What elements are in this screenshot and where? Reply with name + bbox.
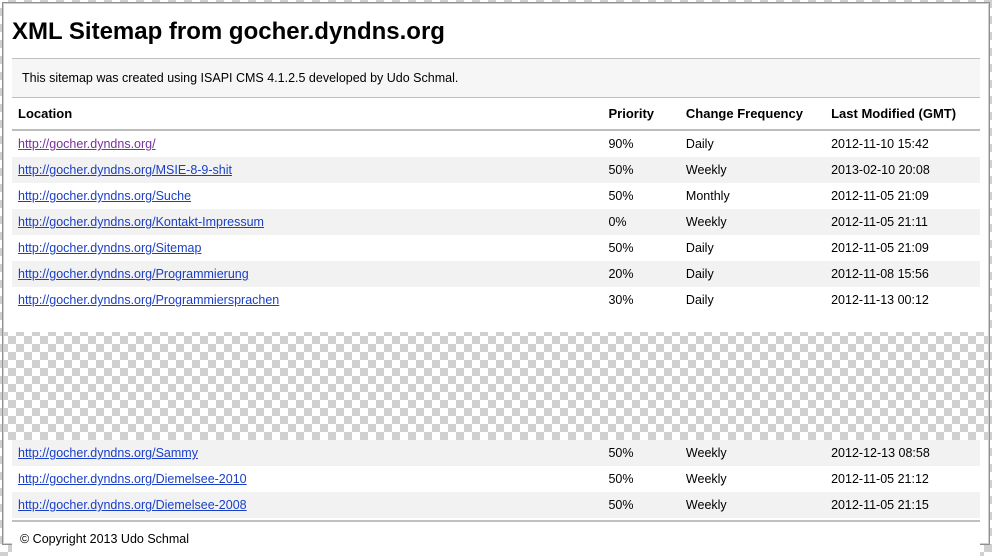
cell-location: http://gocher.dyndns.org/Programmierspra… [12,287,602,313]
table-header-row: Location Priority Change Frequency Last … [12,98,980,130]
location-link[interactable]: http://gocher.dyndns.org/Sitemap [18,241,201,255]
cell-location: http://gocher.dyndns.org/MSIE-8-9-shit [12,157,602,183]
cell-priority: 50% [602,157,679,183]
cell-modified: 2012-11-05 21:09 [825,235,980,261]
location-link[interactable]: http://gocher.dyndns.org/Diemelsee-2008 [18,498,247,512]
cell-changefreq: Weekly [680,466,825,492]
bottom-content-panel: http://gocher.dyndns.org/Sammy 50%Weekly2… [4,440,988,543]
cell-modified: 2012-11-05 21:15 [825,492,980,518]
footer-copyright: © Copyright 2013 Udo Schmal [12,521,980,556]
location-link[interactable]: http://gocher.dyndns.org/Kontakt-Impress… [18,215,264,229]
cell-priority: 50% [602,183,679,209]
table-row: http://gocher.dyndns.org/90%Daily2012-11… [12,130,980,157]
table-row: http://gocher.dyndns.org/MSIE-8-9-shit 50… [12,157,980,183]
cell-modified: 2012-11-05 21:09 [825,183,980,209]
page-title: XML Sitemap from gocher.dyndns.org [12,18,980,46]
cell-modified: 2012-11-10 15:42 [825,130,980,157]
cell-changefreq: Daily [680,130,825,157]
cell-changefreq: Weekly [680,492,825,518]
cell-location: http://gocher.dyndns.org/Sitemap [12,235,602,261]
cell-priority: 50% [602,440,679,466]
location-link[interactable]: http://gocher.dyndns.org/Diemelsee-2010 [18,472,247,486]
cell-location: http://gocher.dyndns.org/Kontakt-Impress… [12,209,602,235]
location-link[interactable]: http://gocher.dyndns.org/ [18,137,156,151]
cell-changefreq: Monthly [680,183,825,209]
table-row: http://gocher.dyndns.org/Programmierung 2… [12,261,980,287]
table-row: http://gocher.dyndns.org/Diemelsee-2008 5… [12,492,980,518]
cell-location: http://gocher.dyndns.org/Programmierung [12,261,602,287]
cell-modified: 2012-12-13 08:58 [825,440,980,466]
cell-priority: 50% [602,466,679,492]
cell-location: http://gocher.dyndns.org/ [12,130,602,157]
col-modified: Last Modified (GMT) [825,98,980,130]
top-content-panel: XML Sitemap from gocher.dyndns.org This … [4,4,988,332]
table-row: http://gocher.dyndns.org/Suche 50%Monthly… [12,183,980,209]
cell-changefreq: Weekly [680,209,825,235]
cell-location: http://gocher.dyndns.org/Diemelsee-2008 [12,492,602,518]
table-row: http://gocher.dyndns.org/Sitemap 50%Daily… [12,235,980,261]
sitemap-table: Location Priority Change Frequency Last … [12,98,980,313]
col-location: Location [12,98,602,130]
cell-priority: 20% [602,261,679,287]
cell-modified: 2013-02-10 20:08 [825,157,980,183]
col-changefreq: Change Frequency [680,98,825,130]
cell-priority: 90% [602,130,679,157]
cell-modified: 2012-11-05 21:11 [825,209,980,235]
location-link[interactable]: http://gocher.dyndns.org/Programmierspra… [18,293,279,307]
cell-changefreq: Weekly [680,157,825,183]
cell-changefreq: Daily [680,261,825,287]
cell-priority: 0% [602,209,679,235]
cell-changefreq: Daily [680,287,825,313]
cell-modified: 2012-11-05 21:12 [825,466,980,492]
sitemap-table-continued: http://gocher.dyndns.org/Sammy 50%Weekly2… [12,440,980,518]
location-link[interactable]: http://gocher.dyndns.org/Programmierung [18,267,249,281]
cell-changefreq: Weekly [680,440,825,466]
col-priority: Priority [602,98,679,130]
table-row: http://gocher.dyndns.org/Sammy 50%Weekly2… [12,440,980,466]
cell-priority: 30% [602,287,679,313]
cell-changefreq: Daily [680,235,825,261]
cell-location: http://gocher.dyndns.org/Suche [12,183,602,209]
location-link[interactable]: http://gocher.dyndns.org/MSIE-8-9-shit [18,163,232,177]
location-link[interactable]: http://gocher.dyndns.org/Suche [18,189,191,203]
table-row: http://gocher.dyndns.org/Diemelsee-2010 5… [12,466,980,492]
cell-priority: 50% [602,492,679,518]
table-row: http://gocher.dyndns.org/Kontakt-Impress… [12,209,980,235]
intro-text: This sitemap was created using ISAPI CMS… [12,59,980,97]
cell-priority: 50% [602,235,679,261]
table-row: http://gocher.dyndns.org/Programmierspra… [12,287,980,313]
cell-modified: 2012-11-08 15:56 [825,261,980,287]
cell-modified: 2012-11-13 00:12 [825,287,980,313]
cell-location: http://gocher.dyndns.org/Sammy [12,440,602,466]
cell-location: http://gocher.dyndns.org/Diemelsee-2010 [12,466,602,492]
location-link[interactable]: http://gocher.dyndns.org/Sammy [18,446,198,460]
